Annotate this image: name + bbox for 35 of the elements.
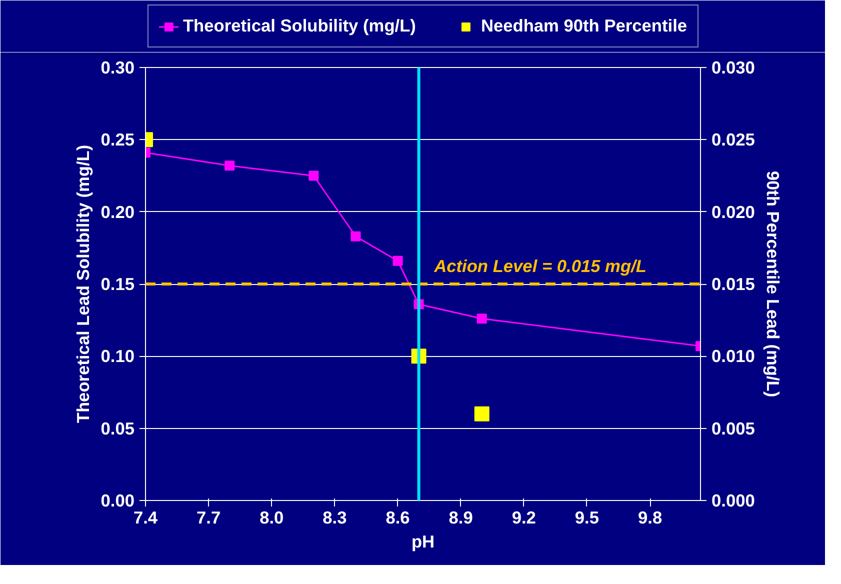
point [474,406,490,422]
y2-tick-label: 0.005 [712,418,756,438]
y-tick-label: 0.00 [100,490,135,510]
y-tick-label: 0.10 [100,346,135,366]
point [350,231,361,242]
x-axis-title: pH [411,532,435,552]
x-tick-label: 8.3 [322,508,348,528]
y-tick-label: 0.20 [100,202,135,222]
y2-tick-label: 0.015 [712,274,756,294]
y-axis-title: Theoretical Lead Solubility (mg/L) [72,144,93,424]
y2-axis-title: 90th Percentile Lead (mg/L) [762,170,783,398]
y-tick-label: 0.05 [100,418,135,438]
point [224,160,235,171]
y-tick-label: 0.15 [100,274,135,294]
legend-label: Needham 90th Percentile [480,16,688,36]
y2-tick-label: 0.010 [712,346,755,366]
x-tick-label: 7.4 [133,508,158,528]
x-tick-label: 9.8 [638,508,662,528]
y2-tick-label: 0.020 [712,202,755,222]
y2-tick-label: 0.025 [712,130,756,150]
x-tick-label: 9.2 [512,508,536,528]
y-tick-label: 0.30 [100,58,135,78]
x-tick-label: 8.9 [448,508,473,528]
x-tick-label: 8.6 [386,508,410,528]
point [476,314,487,324]
legend-label: Theoretical Solubility (mg/L) [182,16,416,36]
y2-tick-label: 0.030 [712,58,755,78]
point [308,170,319,181]
point [392,256,403,266]
y2-tick-label: 0.000 [712,490,755,510]
x-tick-label: 8.0 [260,508,284,528]
ref-line-label: Action Level = 0.015 mg/L [433,256,646,276]
x-tick-label: 9.5 [574,508,600,528]
x-tick-label: 7.7 [196,508,221,528]
y-tick-label: 0.25 [100,130,135,150]
